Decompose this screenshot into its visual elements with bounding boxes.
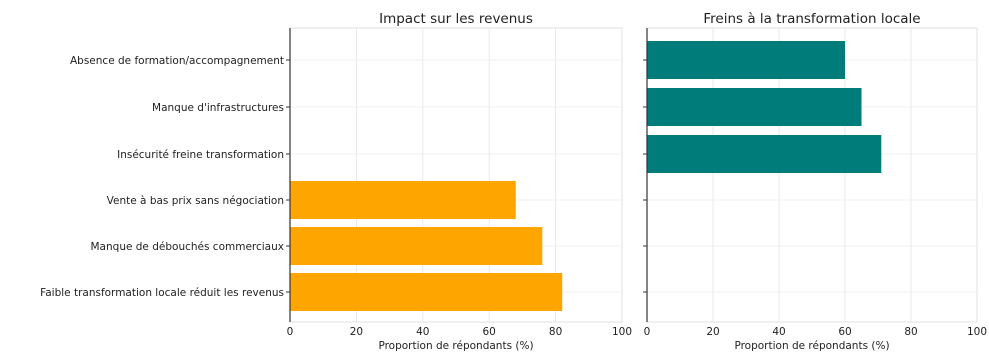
x-tick-label: 0 <box>644 326 651 338</box>
x-tick-label: 100 <box>612 326 632 338</box>
x-tick-label: 60 <box>838 326 851 338</box>
x-axis-label: Proportion de répondants (%) <box>378 340 533 352</box>
chart-panel-freins: 0 20 40 60 80 100 Freins à la transformation l… <box>643 11 987 352</box>
bar-1 <box>647 41 845 79</box>
x-tick-label: 60 <box>483 326 496 338</box>
bar-5 <box>290 227 543 265</box>
chart-title: Freins à la transformation locale <box>703 11 920 27</box>
x-tick-label: 20 <box>706 326 719 338</box>
x-tick-label: 20 <box>350 326 363 338</box>
y-category-label: Insécurité freine transformation <box>117 149 284 161</box>
x-tick-label: 80 <box>904 326 917 338</box>
x-axis-label: Proportion de répondants (%) <box>734 340 889 352</box>
y-category-label: Manque d'infrastructures <box>152 102 284 114</box>
chart-title: Impact sur les revenus <box>379 11 533 27</box>
x-tick-label: 100 <box>967 326 987 338</box>
y-category-label: Manque de débouchés commerciaux <box>91 241 285 253</box>
chart-panel-revenus: 0 20 40 60 80 100 Absence de formation/accompa… <box>40 11 632 352</box>
bar-4 <box>290 181 516 219</box>
x-tick-label: 80 <box>549 326 562 338</box>
y-category-label: Faible transformation locale réduit les … <box>40 287 284 299</box>
bar-6 <box>290 273 563 311</box>
y-category-label: Vente à bas prix sans négociation <box>107 195 284 207</box>
y-category-label: Absence de formation/accompagnement <box>70 55 284 67</box>
x-tick-label: 40 <box>416 326 429 338</box>
bar-3 <box>647 135 882 173</box>
x-tick-label: 0 <box>287 326 294 338</box>
bar-2 <box>647 88 862 126</box>
x-tick-label: 40 <box>772 326 785 338</box>
